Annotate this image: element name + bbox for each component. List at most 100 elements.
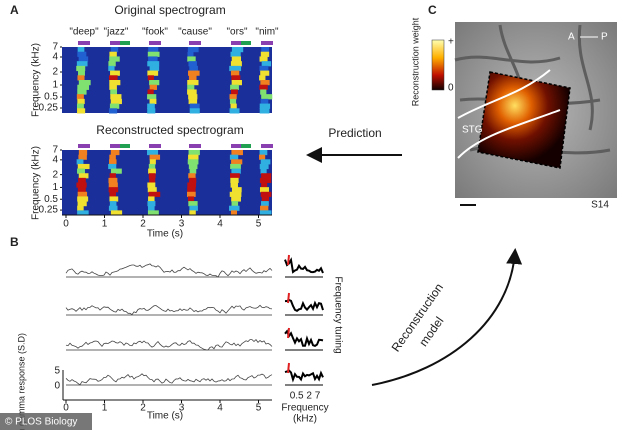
spectrogram-cell <box>147 150 159 156</box>
tuning-peak <box>287 362 290 374</box>
spectrogram-cell <box>260 191 272 197</box>
spectrogram-cell <box>109 154 116 160</box>
tuning-peak <box>287 292 290 304</box>
spectrogram-cell <box>147 70 159 76</box>
spectrogram-cell <box>108 163 117 170</box>
panel-label: B <box>10 235 19 249</box>
spectrogram-cell <box>231 187 242 193</box>
tuning-curve <box>284 369 324 383</box>
spectrogram-cell <box>259 154 266 160</box>
y-tick-label: 4 <box>52 154 58 165</box>
y-tick-label: 7 <box>52 145 58 156</box>
spectrogram-cell <box>78 80 91 86</box>
orientation: P <box>601 32 608 43</box>
spectrogram-cell <box>77 89 87 95</box>
spectrogram-cell <box>109 159 117 165</box>
spectrogram-cell <box>77 84 90 90</box>
word: "jazz" <box>104 27 129 38</box>
spectrogram-cell <box>147 61 160 67</box>
tuning-axis-unit: (kHz) <box>293 414 317 425</box>
spectrogram-cell <box>231 47 244 53</box>
spectrogram-cell <box>187 182 197 188</box>
tuning-ticks: 0.5 2 7 <box>290 391 321 402</box>
y-tick-label: 0 <box>54 381 60 392</box>
spectrogram-cell <box>261 61 272 67</box>
spectrogram-cell <box>187 47 199 53</box>
spectrogram-cell <box>109 51 117 57</box>
spectrogram-cell <box>261 182 268 188</box>
spectrogram-cell <box>231 80 242 86</box>
spectrogram-cell <box>231 159 243 165</box>
trace <box>65 338 273 351</box>
y-tick-label: 0.25 <box>39 205 59 216</box>
spectrogram-cell <box>230 163 241 170</box>
spectrogram-cell <box>148 196 155 202</box>
spectrogram-cell <box>231 150 243 156</box>
spectrogram-cell <box>260 80 270 86</box>
spectrogram-cell <box>149 159 156 165</box>
spectrogram-cell <box>108 65 115 72</box>
spectrogram-cell <box>77 163 90 170</box>
spectrogram-cell <box>187 51 194 57</box>
spectrogram-cell <box>259 84 268 90</box>
x-tick-label: 2 <box>140 219 146 230</box>
spectrogram-cell <box>76 103 84 109</box>
spectrogram-cell <box>77 98 85 105</box>
spectrogram-cell <box>147 108 156 114</box>
tuning-peak <box>287 254 290 266</box>
spectrogram-cell <box>188 173 196 179</box>
x-tick-label: 0 <box>63 219 69 230</box>
region-label: STG <box>462 125 483 136</box>
spectrogram-cell <box>110 70 120 76</box>
spectrogram-cell <box>109 84 117 90</box>
word-marker <box>120 41 130 45</box>
spectrogram-cell <box>147 201 156 207</box>
colorbar-label: Reconstruction weight <box>410 17 420 106</box>
spectrogram-cell <box>77 51 87 57</box>
spectrogram-cell <box>188 201 198 207</box>
spectrogram-cell <box>231 75 241 81</box>
tuning-peak <box>287 327 290 339</box>
spectrogram-cell <box>259 150 268 156</box>
spectrogram-cell <box>109 56 120 62</box>
title: Reconstructed spectrogram <box>96 123 243 137</box>
spectrogram-cell <box>77 187 86 193</box>
spectrogram-cell <box>187 56 196 62</box>
spectrogram-cell <box>110 168 122 174</box>
spectrogram-cell <box>147 75 154 81</box>
spectrogram-cell <box>188 163 198 170</box>
spectrogram-cell <box>110 210 123 216</box>
spectrogram-cell <box>108 177 118 183</box>
spectrogram-cell <box>147 187 157 193</box>
spectrogram-cell <box>259 177 272 183</box>
subject-label: S14 <box>591 200 609 211</box>
colorbar <box>431 39 445 91</box>
spectrogram-cell <box>78 70 85 76</box>
tuning-axis-label: Frequency <box>281 403 328 414</box>
spectrogram-cell <box>188 61 197 67</box>
spectrogram-cell <box>78 154 87 160</box>
word-marker <box>231 144 243 148</box>
credit: © PLOS Biology <box>5 417 77 428</box>
y-tick-label: 2 <box>52 67 58 78</box>
spectrogram-cell <box>189 210 196 216</box>
spectrogram-cell <box>76 94 84 100</box>
x-tick-label: 2 <box>140 403 146 414</box>
spectrogram-cell <box>78 56 89 62</box>
spectrogram-cell <box>109 201 117 207</box>
colorbar-max: + <box>448 37 454 48</box>
y-tick-label: 5 <box>54 366 60 377</box>
x-tick-label: 0 <box>63 403 69 414</box>
spectrogram-cell <box>261 94 273 100</box>
y-tick-label: 7 <box>52 42 58 53</box>
spectrogram-cell <box>77 210 89 216</box>
spectrogram-cell <box>109 80 121 86</box>
spectrogram-cell <box>77 108 86 114</box>
x-tick-label: 3 <box>179 219 185 230</box>
word: "ors" <box>227 27 248 38</box>
spectrogram-cell <box>189 177 197 183</box>
word-marker <box>241 144 251 148</box>
word-marker <box>120 144 130 148</box>
spectrogram-cell <box>147 94 157 100</box>
spectrogram-cell <box>260 51 270 57</box>
